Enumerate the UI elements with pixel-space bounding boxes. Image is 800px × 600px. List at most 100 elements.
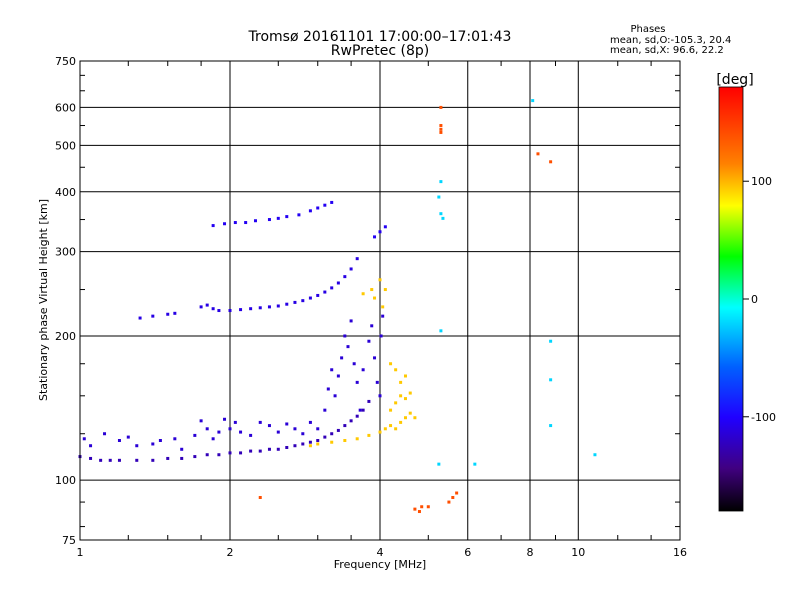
data-point bbox=[316, 439, 320, 443]
data-point bbox=[383, 288, 387, 292]
data-point bbox=[330, 200, 334, 204]
data-point bbox=[439, 180, 443, 184]
data-point bbox=[89, 444, 93, 448]
data-point bbox=[326, 387, 330, 391]
data-point bbox=[158, 439, 162, 443]
x-tick-label: 1 bbox=[77, 546, 84, 559]
data-point bbox=[389, 408, 393, 412]
data-point bbox=[228, 427, 232, 431]
data-point bbox=[151, 442, 155, 446]
data-point bbox=[399, 380, 403, 384]
data-point bbox=[228, 309, 232, 313]
chart-subtitle: RwPretec (8p) bbox=[331, 43, 429, 59]
data-point bbox=[301, 442, 305, 446]
data-point bbox=[151, 458, 155, 462]
data-point bbox=[549, 339, 553, 343]
data-point bbox=[330, 368, 334, 372]
data-point bbox=[549, 378, 553, 382]
data-point bbox=[361, 368, 365, 372]
data-point bbox=[258, 449, 262, 453]
y-tick-label: 200 bbox=[55, 330, 76, 343]
data-point bbox=[336, 428, 340, 432]
data-point bbox=[336, 281, 340, 285]
data-point bbox=[239, 430, 243, 434]
data-point bbox=[378, 278, 382, 282]
data-point bbox=[473, 462, 477, 466]
data-point bbox=[293, 300, 297, 304]
data-point bbox=[301, 299, 305, 303]
data-point bbox=[413, 507, 417, 511]
y-tick-label: 500 bbox=[55, 139, 76, 152]
data-point bbox=[417, 510, 421, 514]
data-point bbox=[233, 420, 237, 424]
data-point bbox=[549, 160, 553, 164]
data-point bbox=[375, 380, 379, 384]
data-point bbox=[211, 437, 215, 441]
data-point bbox=[89, 456, 93, 460]
data-point bbox=[108, 458, 112, 462]
data-point bbox=[349, 267, 353, 271]
data-point bbox=[223, 222, 227, 226]
data-point bbox=[355, 437, 359, 441]
data-point bbox=[394, 368, 398, 372]
data-point bbox=[426, 505, 430, 509]
data-point bbox=[549, 424, 553, 428]
data-point bbox=[367, 433, 371, 437]
x-tick-label: 6 bbox=[464, 546, 471, 559]
data-point bbox=[349, 419, 353, 423]
data-point bbox=[166, 456, 170, 460]
data-point bbox=[394, 427, 398, 431]
data-point bbox=[381, 314, 385, 318]
data-point bbox=[439, 329, 443, 333]
data-point bbox=[267, 305, 271, 309]
data-point bbox=[239, 308, 243, 312]
data-point bbox=[323, 290, 327, 294]
data-point bbox=[330, 286, 334, 290]
data-point bbox=[367, 339, 371, 343]
data-point bbox=[180, 456, 184, 460]
data-point bbox=[437, 462, 441, 466]
y-tick-label: 750 bbox=[55, 55, 76, 68]
data-point bbox=[439, 130, 443, 134]
x-tick-label: 2 bbox=[227, 546, 234, 559]
chart-title: Tromsø 20161101 17:00:00–17:01:43 bbox=[248, 29, 512, 45]
data-point bbox=[361, 292, 365, 296]
data-point bbox=[439, 124, 443, 128]
data-point bbox=[408, 391, 412, 395]
data-point bbox=[403, 397, 407, 401]
data-point bbox=[276, 216, 280, 220]
data-point bbox=[336, 374, 340, 378]
data-point bbox=[199, 305, 203, 309]
data-point bbox=[211, 307, 215, 311]
x-tick-label: 4 bbox=[377, 546, 384, 559]
data-point bbox=[370, 324, 374, 328]
data-point bbox=[437, 195, 441, 199]
data-point bbox=[308, 440, 312, 444]
data-point bbox=[316, 293, 320, 297]
data-point bbox=[536, 152, 540, 156]
data-points bbox=[78, 99, 597, 514]
data-point bbox=[355, 257, 359, 261]
data-point bbox=[253, 219, 257, 223]
data-point bbox=[249, 307, 253, 311]
data-point bbox=[217, 309, 221, 313]
data-point bbox=[439, 105, 443, 109]
colorbar-label: [deg] bbox=[716, 72, 753, 88]
data-point bbox=[193, 455, 197, 459]
data-point bbox=[389, 362, 393, 366]
y-tick-label: 400 bbox=[55, 186, 76, 199]
data-point bbox=[378, 394, 382, 398]
grid-lines bbox=[80, 61, 680, 540]
data-point bbox=[316, 442, 320, 446]
x-axis-label: Frequency [MHz] bbox=[334, 558, 426, 571]
data-point bbox=[340, 356, 344, 360]
data-point bbox=[383, 225, 387, 229]
data-point bbox=[355, 380, 359, 384]
data-point bbox=[244, 221, 248, 225]
data-point bbox=[316, 206, 320, 210]
data-point bbox=[379, 334, 383, 338]
data-point bbox=[439, 212, 443, 216]
data-point bbox=[451, 495, 455, 499]
data-point bbox=[308, 209, 312, 213]
